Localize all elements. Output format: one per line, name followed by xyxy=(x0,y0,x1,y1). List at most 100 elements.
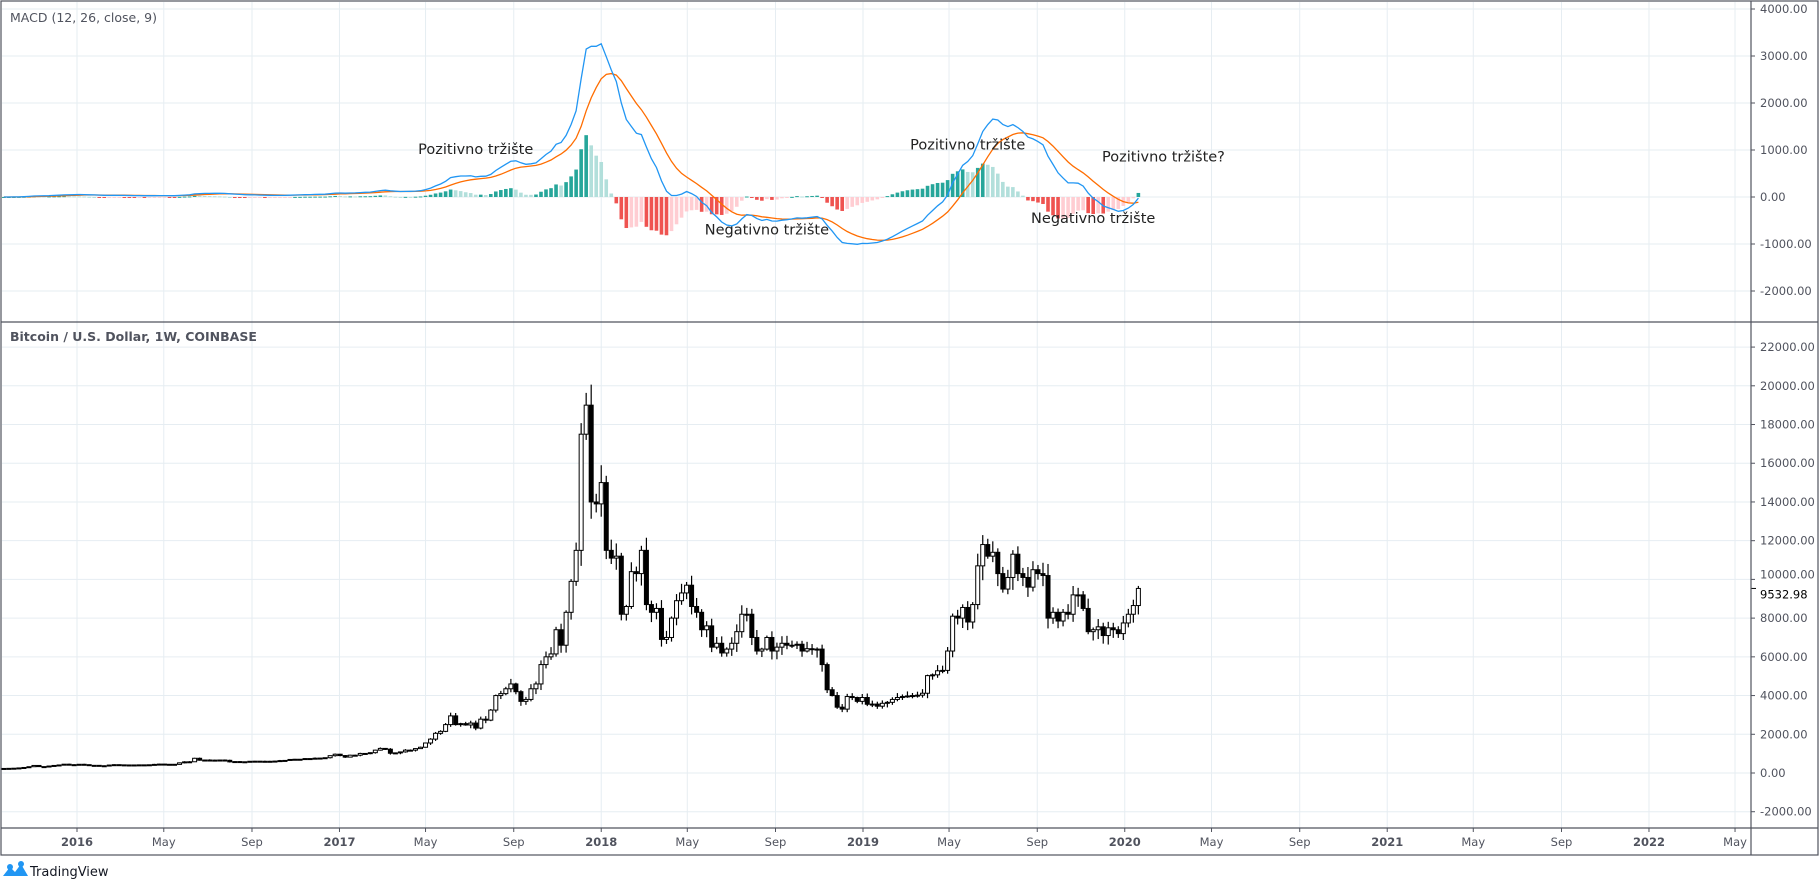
candle[interactable] xyxy=(377,747,383,751)
candle[interactable] xyxy=(81,763,87,766)
candle[interactable] xyxy=(272,760,278,763)
candle[interactable] xyxy=(523,696,529,705)
candle[interactable] xyxy=(11,767,17,770)
candle[interactable] xyxy=(829,687,835,697)
candle[interactable] xyxy=(71,764,77,767)
candle[interactable] xyxy=(1065,604,1071,620)
candle[interactable] xyxy=(392,752,398,755)
candle[interactable] xyxy=(724,647,730,657)
candle[interactable] xyxy=(307,758,313,761)
candle[interactable] xyxy=(433,731,439,741)
candle[interactable] xyxy=(694,597,700,618)
candle[interactable] xyxy=(493,694,499,713)
candle[interactable] xyxy=(96,764,102,767)
candle[interactable] xyxy=(111,764,117,767)
candle[interactable] xyxy=(1005,569,1011,595)
candle[interactable] xyxy=(894,693,900,702)
candle[interactable] xyxy=(689,575,695,615)
candle[interactable] xyxy=(297,758,303,761)
candle[interactable] xyxy=(483,716,489,724)
candle[interactable] xyxy=(61,763,67,766)
candle[interactable] xyxy=(623,604,629,621)
candle[interactable] xyxy=(1075,587,1081,607)
candle[interactable] xyxy=(247,760,253,763)
candle[interactable] xyxy=(172,763,178,766)
candle[interactable] xyxy=(121,764,127,767)
candle[interactable] xyxy=(222,759,228,762)
candle[interactable] xyxy=(347,754,353,758)
candle[interactable] xyxy=(1035,564,1041,580)
candle[interactable] xyxy=(322,757,328,760)
candle[interactable] xyxy=(729,637,735,656)
candle[interactable] xyxy=(51,764,57,767)
candle[interactable] xyxy=(869,700,875,708)
candle[interactable] xyxy=(242,761,248,764)
candle[interactable] xyxy=(192,757,198,763)
candle[interactable] xyxy=(759,647,765,658)
symbol-legend[interactable]: Bitcoin / U.S. Dollar, 1W, COINBASE xyxy=(10,329,257,344)
candle[interactable] xyxy=(980,535,986,581)
candle[interactable] xyxy=(663,630,669,644)
candle[interactable] xyxy=(167,763,173,766)
candle[interactable] xyxy=(202,759,208,762)
candle[interactable] xyxy=(141,764,147,767)
candle[interactable] xyxy=(583,392,589,440)
candle[interactable] xyxy=(914,691,920,698)
candle[interactable] xyxy=(1020,567,1026,587)
candle[interactable] xyxy=(448,712,454,727)
candle[interactable] xyxy=(257,760,263,763)
candle[interactable] xyxy=(1095,619,1101,640)
candle[interactable] xyxy=(508,678,514,693)
candle[interactable] xyxy=(965,601,971,631)
candle[interactable] xyxy=(563,610,569,653)
candle[interactable] xyxy=(704,621,710,638)
candle[interactable] xyxy=(1105,621,1111,645)
candle[interactable] xyxy=(940,665,946,674)
candle[interactable] xyxy=(628,562,634,609)
candle[interactable] xyxy=(1085,598,1091,635)
candle[interactable] xyxy=(684,581,690,600)
candle[interactable] xyxy=(177,762,183,765)
candle[interactable] xyxy=(1,767,7,770)
candle[interactable] xyxy=(126,764,132,767)
candle[interactable] xyxy=(714,637,720,650)
candle[interactable] xyxy=(187,761,193,764)
candle[interactable] xyxy=(262,760,268,763)
candle[interactable] xyxy=(41,766,47,769)
candle[interactable] xyxy=(945,647,951,674)
candle[interactable] xyxy=(643,537,649,611)
candle[interactable] xyxy=(473,720,479,731)
candle[interactable] xyxy=(1125,608,1131,628)
candle[interactable] xyxy=(372,749,378,754)
candle[interactable] xyxy=(769,631,775,660)
candle[interactable] xyxy=(995,548,1001,587)
candle[interactable] xyxy=(317,757,323,760)
candle[interactable] xyxy=(1040,562,1046,587)
candle[interactable] xyxy=(402,749,408,753)
candle[interactable] xyxy=(784,635,790,650)
candle[interactable] xyxy=(217,759,223,762)
candle[interactable] xyxy=(970,602,976,629)
candle[interactable] xyxy=(739,605,745,638)
annotation-text[interactable]: Negativno tržište xyxy=(1031,211,1155,227)
candle[interactable] xyxy=(91,764,97,767)
candle[interactable] xyxy=(648,600,654,623)
candle[interactable] xyxy=(503,686,509,696)
candle[interactable] xyxy=(458,722,464,727)
candle[interactable] xyxy=(21,766,27,769)
candle[interactable] xyxy=(362,752,368,755)
candle[interactable] xyxy=(779,636,785,655)
candle[interactable] xyxy=(734,624,740,652)
candle[interactable] xyxy=(814,647,820,658)
candle[interactable] xyxy=(232,761,238,764)
candle[interactable] xyxy=(744,607,750,622)
candle[interactable] xyxy=(1045,563,1051,629)
candle[interactable] xyxy=(1070,586,1076,622)
candle[interactable] xyxy=(6,767,12,770)
candle[interactable] xyxy=(463,721,469,726)
candle[interactable] xyxy=(418,746,424,750)
candle[interactable] xyxy=(101,765,107,768)
candle[interactable] xyxy=(76,763,82,766)
candle[interactable] xyxy=(719,636,725,657)
